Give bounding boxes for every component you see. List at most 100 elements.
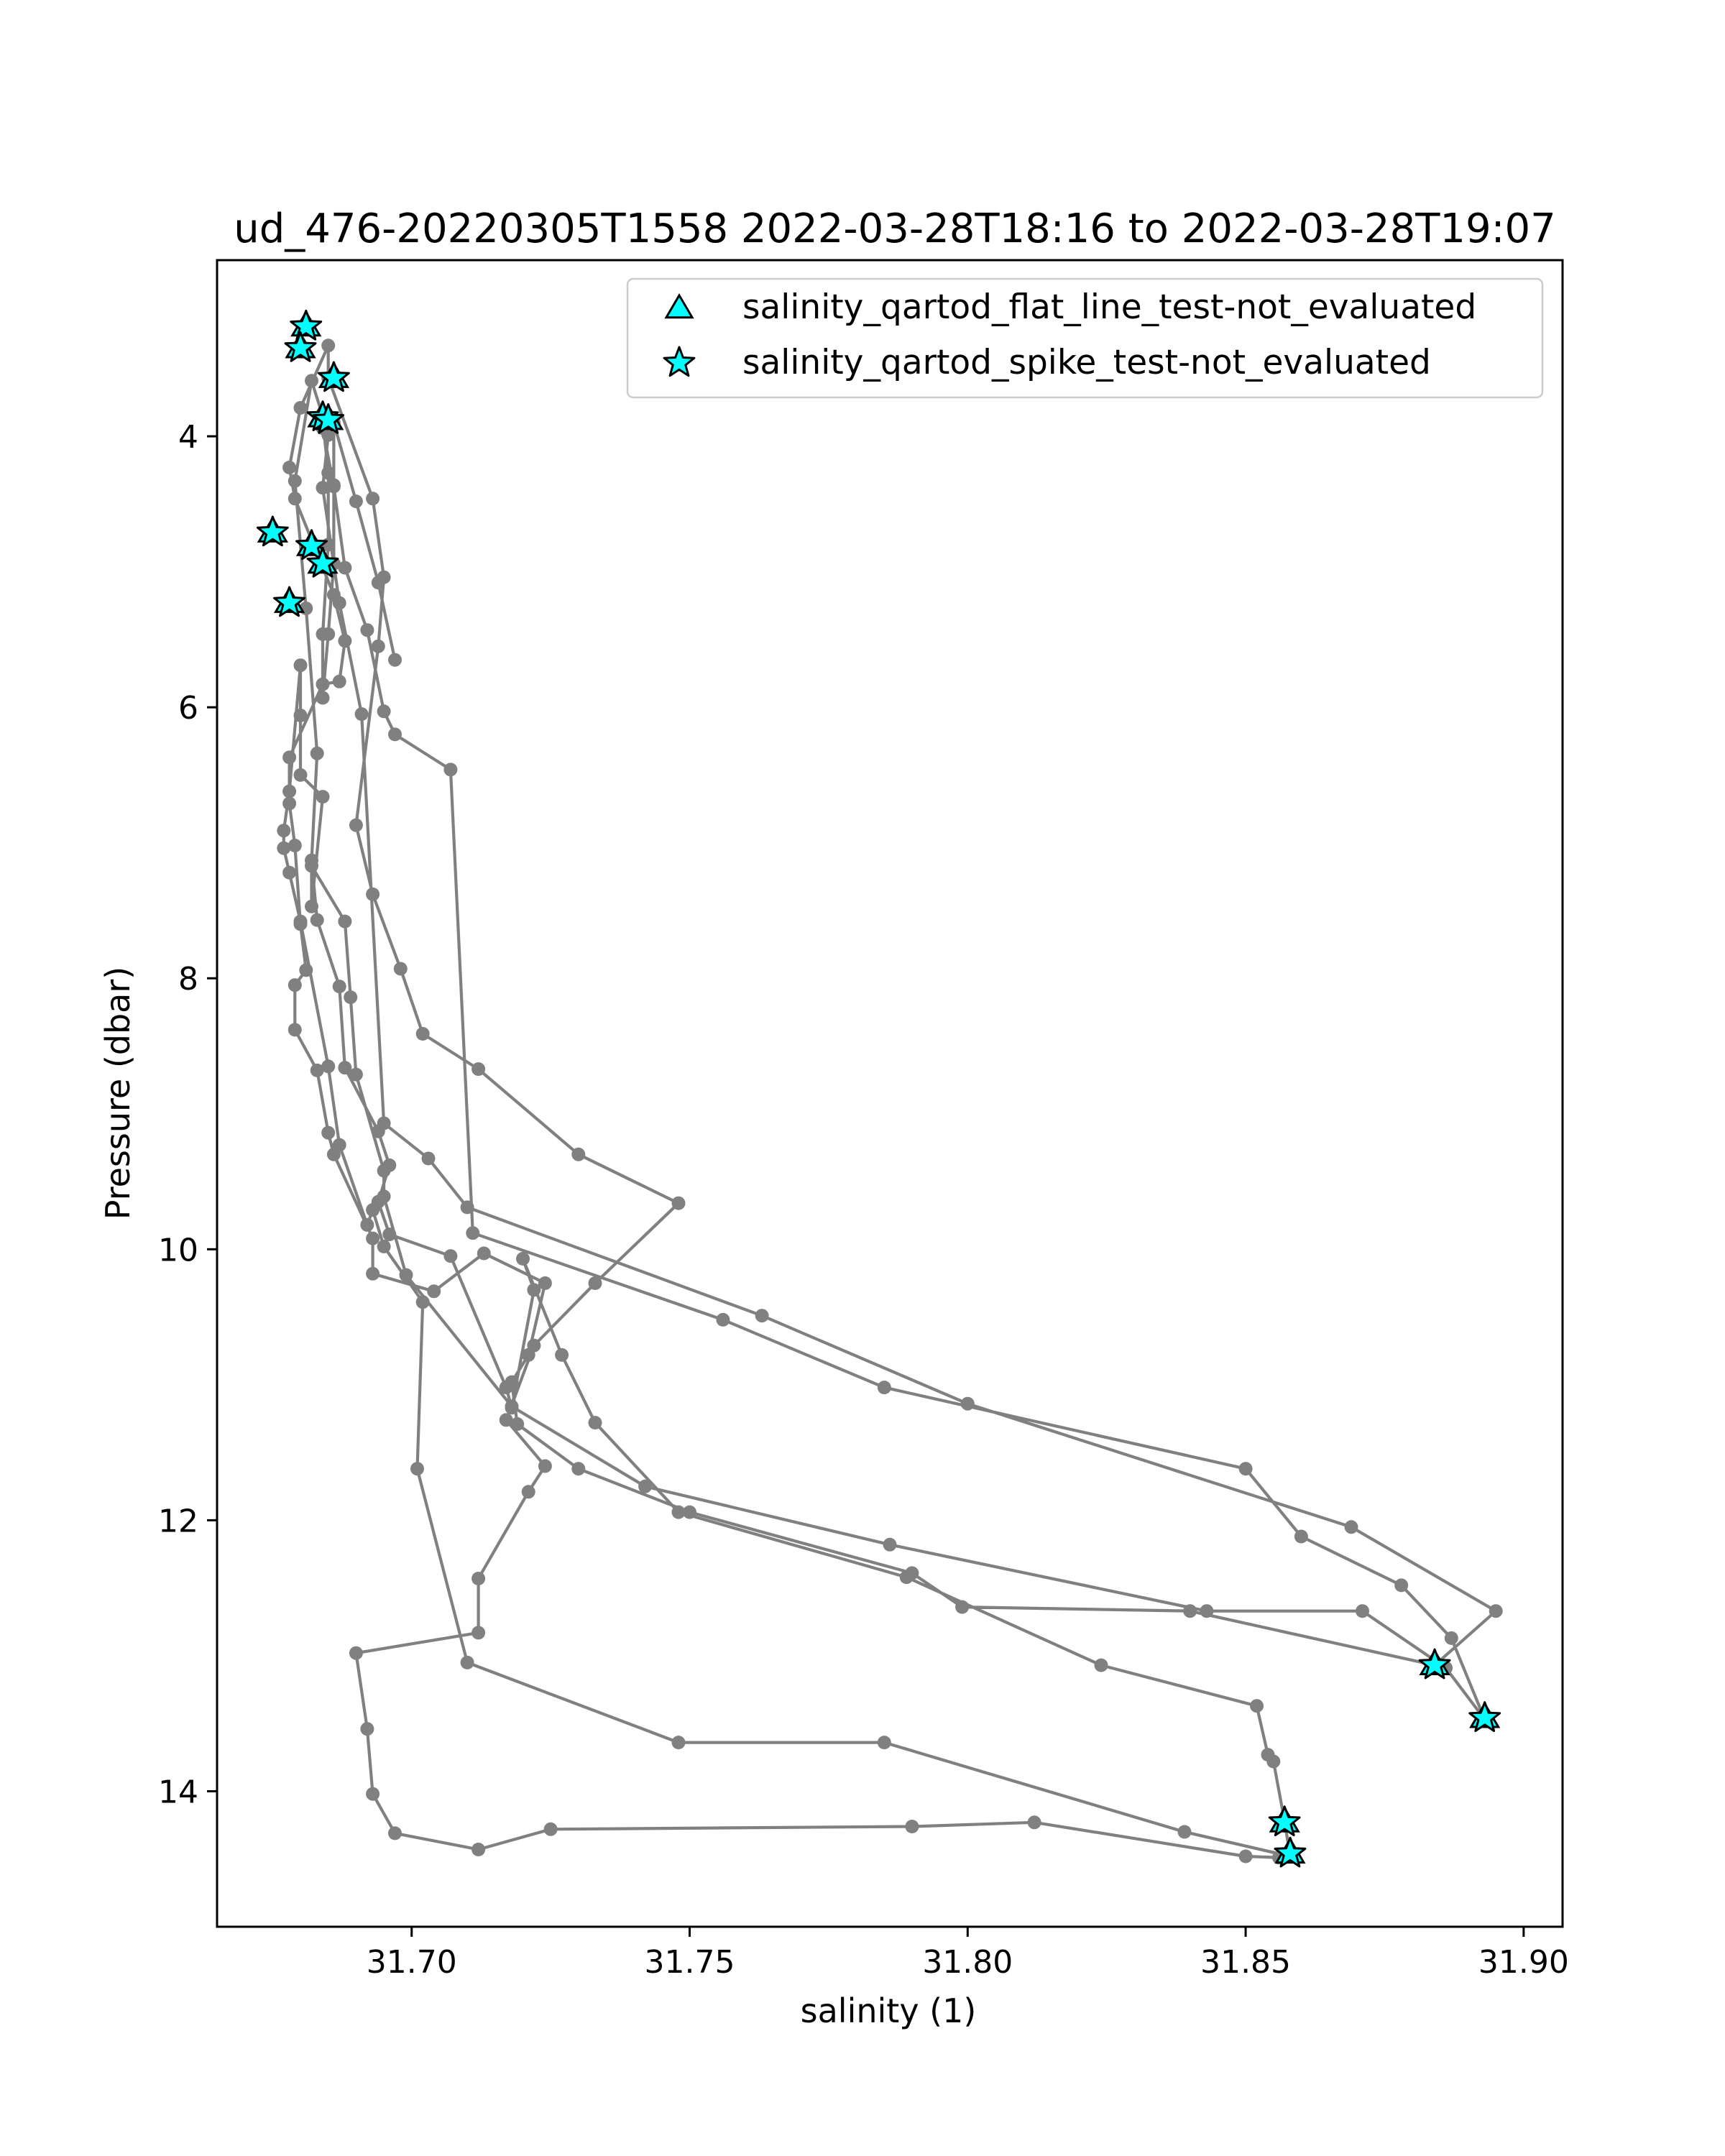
y-tick-label: 14 — [158, 1774, 198, 1810]
profile-point — [1250, 1699, 1264, 1713]
profile-point — [427, 1284, 441, 1299]
spike-flag-marker — [256, 515, 289, 547]
profile-point — [1344, 1520, 1358, 1534]
y-axis-label: Pressure (dbar) — [98, 967, 137, 1220]
profile-point — [299, 963, 313, 977]
profile-point — [321, 1059, 336, 1074]
profile-point — [1200, 1604, 1214, 1618]
profile-point — [555, 1348, 569, 1362]
profile-point — [460, 1200, 474, 1215]
profile-point — [905, 1566, 919, 1580]
profile-line — [282, 344, 1498, 1859]
profile-point — [499, 1413, 513, 1427]
profile-point — [277, 841, 291, 855]
profile-point — [393, 962, 408, 976]
x-tick-label: 31.75 — [645, 1944, 735, 1981]
profile-point — [477, 1246, 491, 1261]
profile-point — [305, 374, 318, 388]
profile-point — [316, 481, 330, 495]
profile-point — [399, 1268, 413, 1282]
profile-point — [1356, 1604, 1369, 1618]
profile-point — [877, 1736, 891, 1750]
profile-point — [360, 1217, 374, 1232]
profile-point — [293, 768, 308, 782]
spike-flag-marker — [312, 403, 345, 434]
profile-point — [282, 784, 297, 798]
profile-point — [1394, 1578, 1409, 1593]
profile-point — [316, 677, 330, 691]
profile-point — [366, 1787, 380, 1801]
profile-point — [349, 494, 363, 509]
profile-point — [415, 1027, 430, 1041]
profile-point — [282, 796, 297, 811]
spike-flag-marker — [284, 331, 317, 362]
x-tick-label: 31.90 — [1478, 1944, 1569, 1981]
profile-point — [282, 865, 297, 880]
profile-point — [1238, 1462, 1253, 1476]
legend-box — [626, 277, 1544, 399]
x-tick-label: 31.80 — [922, 1944, 1013, 1981]
spike-flag-marker — [273, 586, 305, 617]
profile-point — [288, 1023, 302, 1037]
profile-point — [527, 1283, 541, 1297]
profile-point — [288, 839, 302, 852]
profile-point — [305, 899, 318, 913]
profile-point — [288, 978, 302, 992]
profile-point — [310, 1063, 324, 1077]
profile-point — [538, 1276, 552, 1290]
profile-point — [388, 727, 402, 742]
profile-point — [377, 1240, 391, 1253]
profile-point — [371, 1194, 385, 1209]
profile-point — [321, 466, 336, 480]
profile-point — [683, 1505, 696, 1519]
profile-point — [326, 588, 341, 602]
profile-point — [282, 750, 297, 765]
plot-frame — [216, 259, 1564, 1928]
profile-point — [338, 634, 352, 648]
profile-point — [316, 790, 330, 804]
profile-point — [415, 1295, 430, 1309]
profile-point — [960, 1396, 975, 1411]
profile-point — [371, 639, 385, 653]
profile-point — [1027, 1815, 1041, 1830]
y-axis: 4 6 8 10 12 14 — [158, 419, 217, 1810]
profile-point — [638, 1479, 653, 1493]
profile-point — [955, 1600, 970, 1614]
profile-point — [1094, 1658, 1108, 1672]
profile-point — [421, 1151, 436, 1166]
legend-star-marker — [663, 346, 696, 377]
y-tick-label: 4 — [178, 419, 198, 456]
profile-point — [527, 1338, 541, 1353]
profile-point — [516, 1252, 530, 1266]
profile-point — [443, 763, 458, 777]
profile-point — [1294, 1529, 1308, 1544]
legend-triangle-shape — [664, 293, 694, 319]
profile-point — [349, 1646, 363, 1660]
profile-point — [472, 1062, 486, 1077]
profile-point — [321, 1125, 336, 1140]
y-tick-label: 12 — [158, 1503, 198, 1539]
profile-point — [360, 623, 374, 637]
profile-point — [382, 1227, 397, 1242]
profile-point — [571, 1462, 586, 1476]
profile-point — [338, 1061, 352, 1075]
profile-point — [377, 1116, 391, 1130]
spike-flag-marker — [1418, 1648, 1451, 1680]
spike-flag-marker — [295, 529, 328, 561]
profile-point — [366, 492, 380, 506]
spike-flag-marker — [1468, 1701, 1501, 1732]
profile-point — [332, 674, 346, 688]
profile-point — [443, 1249, 458, 1263]
profile-point — [472, 1572, 486, 1585]
profile-point — [543, 1822, 558, 1836]
profile-point — [1177, 1825, 1192, 1839]
profile-point — [472, 1626, 486, 1640]
profile-point — [510, 1417, 525, 1431]
profile-point — [326, 1147, 341, 1161]
profile-point — [338, 914, 352, 929]
profile-point — [571, 1147, 586, 1161]
profile-point — [288, 492, 302, 506]
profile-point — [293, 917, 308, 931]
profile-point — [905, 1820, 919, 1833]
